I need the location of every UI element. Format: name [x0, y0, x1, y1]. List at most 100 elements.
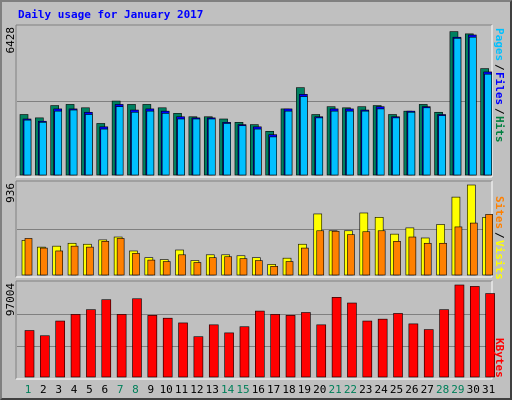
xtick-label: 17: [267, 383, 280, 396]
sites-bar: [316, 230, 325, 276]
kbytes-bar: [239, 326, 250, 378]
sites-bar: [162, 261, 171, 276]
kbytes-bar: [255, 310, 265, 378]
kbytes-bar: [132, 298, 142, 378]
kbytes-bar: [101, 299, 112, 378]
kbytes-bar: [423, 329, 434, 378]
kbytes-bar: [454, 284, 465, 378]
kbytes-bar: [86, 309, 96, 378]
xtick-label: 5: [86, 383, 93, 396]
pages-bar: [300, 96, 308, 176]
pages-bar: [54, 110, 63, 176]
kbytes-bar: [147, 315, 158, 378]
sites-bar: [193, 262, 202, 276]
sites-bar: [454, 226, 463, 276]
xtick-label: 21: [328, 383, 341, 396]
kbytes-bar: [55, 320, 66, 378]
xtick-label: 7: [117, 383, 124, 396]
kbytes-bar: [439, 309, 449, 378]
xtick-label: 19: [298, 383, 311, 396]
pages-bar: [484, 73, 492, 176]
pages-bar: [392, 117, 400, 176]
legend-sites: Sites: [493, 196, 506, 229]
xtick-label: 14: [221, 383, 235, 396]
kbytes-bar: [24, 330, 35, 378]
pages-bar: [85, 114, 93, 176]
ytick-max-hits: 6428: [4, 27, 17, 54]
pages-bar: [315, 117, 324, 176]
xtick-label: 29: [451, 383, 464, 396]
pages-bar: [254, 128, 262, 176]
sites-bar: [24, 238, 33, 276]
sites-bar: [362, 231, 371, 276]
legend-/: /: [493, 232, 506, 239]
kbytes-bar: [331, 297, 342, 378]
legend-files: Files: [493, 72, 506, 105]
pages-bar: [422, 107, 431, 176]
sites-bar: [408, 236, 417, 276]
sites-bar: [116, 238, 125, 276]
sites-bar: [377, 230, 386, 276]
pages-bar: [69, 109, 78, 176]
pages-bar: [100, 128, 109, 176]
kbytes-bar: [270, 314, 280, 378]
sites-bar: [86, 246, 94, 276]
legend-kbytes: KBytes: [493, 338, 506, 378]
pages-bar: [407, 111, 416, 176]
legend-hits: Hits: [493, 116, 506, 143]
pages-bar: [284, 110, 293, 176]
xtick-label: 16: [252, 383, 265, 396]
pages-bar: [115, 106, 124, 176]
sites-bar: [347, 234, 355, 276]
sites-bar: [270, 266, 278, 276]
pages-bar: [161, 113, 170, 176]
pages-bar: [330, 110, 339, 176]
xtick-label: 30: [467, 383, 480, 396]
sites-bar: [40, 247, 48, 276]
kbytes-bar: [224, 332, 234, 378]
xtick-label: 18: [282, 383, 295, 396]
pages-bar: [361, 110, 370, 176]
pages-bar: [453, 38, 462, 176]
pages-bar: [269, 136, 277, 176]
pages-bar: [146, 110, 155, 176]
xtick-label: 27: [421, 383, 434, 396]
sites-bar: [224, 256, 232, 276]
kbytes-bar: [193, 336, 204, 378]
kbytes-bar: [301, 312, 311, 378]
sites-bar: [70, 245, 79, 276]
xtick-label: 23: [359, 383, 372, 396]
kbytes-bar: [116, 314, 127, 378]
sites-bar: [178, 254, 186, 276]
kbytes-bar: [178, 322, 188, 378]
pages-bar: [39, 122, 47, 176]
xtick-label: 13: [206, 383, 219, 396]
sites-bar: [485, 214, 493, 276]
pages-bar: [207, 118, 216, 176]
ytick-max-kbytes: 97004: [4, 283, 17, 316]
xtick-label: 12: [190, 383, 203, 396]
xtick-label: 4: [71, 383, 78, 396]
sites-bar: [255, 260, 263, 276]
sites-bar: [331, 230, 340, 276]
xtick-label: 2: [40, 383, 47, 396]
pages-bar: [376, 108, 385, 176]
pages-bar: [438, 115, 446, 176]
xtick-label: 10: [160, 383, 173, 396]
xtick-label: 26: [405, 383, 418, 396]
xtick-label: 28: [436, 383, 449, 396]
kbytes-bar: [285, 315, 296, 378]
xtick-label: 6: [101, 383, 108, 396]
sites-bar: [55, 250, 64, 276]
chart-title: Daily usage for January 2017: [18, 8, 204, 21]
pages-bar: [223, 123, 231, 176]
kbytes-bar: [40, 335, 50, 378]
sites-bar: [239, 258, 248, 276]
pages-bar: [468, 36, 477, 176]
kbytes-bar: [208, 324, 219, 378]
kbytes-bar: [162, 317, 173, 378]
kbytes-bar: [70, 314, 81, 378]
xtick-label: 25: [390, 383, 403, 396]
sites-bar: [101, 241, 110, 276]
